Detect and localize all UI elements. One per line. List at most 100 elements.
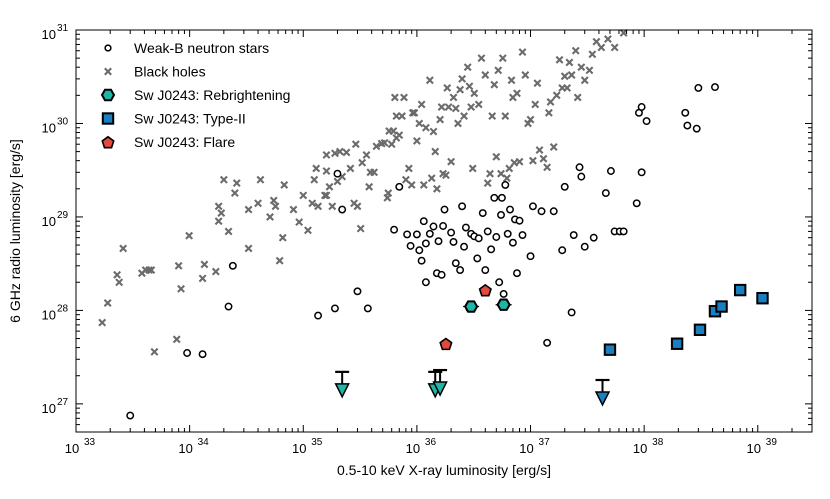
y-tick-exponent: 27 bbox=[57, 397, 69, 408]
black-hole-point bbox=[431, 147, 440, 156]
series-type-ii bbox=[603, 283, 769, 356]
black-hole-point bbox=[312, 164, 321, 173]
black-hole-point bbox=[518, 48, 527, 57]
black-hole-point bbox=[230, 189, 239, 198]
black-hole-point bbox=[185, 231, 194, 240]
black-hole-point bbox=[447, 157, 456, 166]
neutron-star-point bbox=[417, 256, 426, 265]
black-hole-point bbox=[546, 97, 555, 106]
x-tick-label: 10 bbox=[406, 441, 420, 456]
black-hole-point bbox=[271, 202, 280, 211]
neutron-star-point bbox=[619, 227, 628, 236]
neutron-star-point bbox=[429, 222, 438, 231]
x-tick-exponent: 36 bbox=[425, 437, 437, 448]
black-hole-point bbox=[415, 119, 424, 128]
black-hole-point bbox=[358, 158, 367, 167]
neutron-star-point bbox=[314, 311, 323, 320]
black-hole-point bbox=[254, 199, 262, 208]
y-tick-exponent: 30 bbox=[57, 116, 69, 127]
neutron-star-point bbox=[333, 169, 342, 178]
neutron-star-point bbox=[460, 242, 468, 251]
black-hole-point bbox=[567, 71, 576, 79]
black-hole-point bbox=[498, 54, 507, 63]
neutron-star-point bbox=[126, 411, 135, 420]
x-tick-exponent: 35 bbox=[311, 437, 323, 448]
neutron-star-point bbox=[198, 350, 207, 359]
upper-limit-arrow bbox=[334, 383, 350, 399]
black-hole-point bbox=[400, 93, 408, 102]
black-hole-point bbox=[266, 212, 274, 221]
legend-label: Black holes bbox=[134, 64, 206, 80]
neutron-star-point bbox=[406, 241, 415, 250]
black-hole-point bbox=[410, 108, 419, 117]
black-hole-point bbox=[328, 202, 337, 211]
neutron-star-point bbox=[412, 230, 421, 239]
black-hole-point bbox=[477, 54, 486, 63]
neutron-star-point bbox=[478, 209, 487, 218]
legend: Weak-B neutron stars Black holes Sw J0243:… bbox=[100, 40, 290, 150]
black-hole-point bbox=[474, 100, 483, 109]
black-hole-point bbox=[278, 233, 287, 242]
neutron-star-point bbox=[518, 231, 527, 239]
black-hole-point bbox=[580, 76, 589, 85]
black-hole-point bbox=[443, 83, 452, 92]
black-hole-point bbox=[310, 175, 319, 184]
black-hole-point bbox=[427, 174, 436, 183]
x-tick-label: 10 bbox=[292, 441, 306, 456]
neutron-star-point bbox=[421, 239, 430, 248]
neutron-star-point bbox=[549, 207, 558, 216]
black-hole-point bbox=[269, 196, 278, 205]
black-hole-point bbox=[115, 278, 124, 287]
x-tick-label: 10 bbox=[633, 441, 647, 456]
black-hole-point bbox=[280, 180, 289, 189]
black-hole-point bbox=[113, 270, 122, 279]
black-hole-point bbox=[147, 266, 156, 275]
neutron-star-point bbox=[515, 216, 524, 225]
neutron-star-point bbox=[224, 302, 233, 311]
black-hole-point bbox=[488, 112, 497, 121]
black-hole-point bbox=[535, 146, 544, 154]
neutron-star-point bbox=[492, 233, 501, 241]
black-hole-point bbox=[330, 149, 339, 158]
black-hole-point bbox=[454, 119, 462, 128]
black-hole-point bbox=[390, 93, 399, 102]
neutron-star-point bbox=[483, 227, 492, 236]
black-hole-point bbox=[395, 131, 404, 140]
neutron-star-point bbox=[642, 117, 651, 126]
neutron-star-point bbox=[403, 230, 412, 239]
neutron-star-point bbox=[683, 121, 692, 130]
type-ii-point bbox=[715, 300, 728, 313]
black-hole-point bbox=[458, 74, 467, 83]
neutron-star-point bbox=[577, 172, 586, 181]
upper-limit-arrow bbox=[432, 381, 448, 397]
neutron-star-point bbox=[330, 304, 339, 313]
black-hole-point bbox=[150, 347, 159, 356]
black-hole-point bbox=[389, 127, 398, 135]
neutron-star-point bbox=[490, 193, 499, 202]
black-hole-point bbox=[351, 140, 360, 149]
y-tick-exponent: 31 bbox=[57, 23, 69, 34]
black-hole-point bbox=[543, 163, 552, 172]
black-hole-point bbox=[565, 58, 574, 67]
legend-item: Black holes bbox=[104, 64, 206, 80]
black-hole-point bbox=[103, 299, 112, 307]
rebrightening-point bbox=[496, 298, 511, 311]
x-tick-exponent: 37 bbox=[539, 437, 551, 448]
black-hole-point bbox=[432, 184, 441, 193]
black-hole-point bbox=[481, 71, 490, 79]
neutron-star-point bbox=[487, 245, 496, 254]
upper-limit-marker bbox=[432, 368, 448, 397]
black-hole-point bbox=[401, 175, 410, 184]
neutron-star-point bbox=[513, 269, 521, 278]
neutron-star-point bbox=[543, 338, 552, 347]
neutron-star-point bbox=[183, 349, 192, 357]
black-hole-point bbox=[571, 46, 580, 55]
black-hole-point bbox=[460, 112, 468, 121]
legend-item: Sw J0243: Flare bbox=[101, 134, 235, 150]
legend-marker bbox=[104, 67, 112, 76]
black-hole-point bbox=[256, 175, 265, 184]
neutron-star-point bbox=[439, 222, 448, 230]
black-hole-point bbox=[441, 171, 450, 180]
